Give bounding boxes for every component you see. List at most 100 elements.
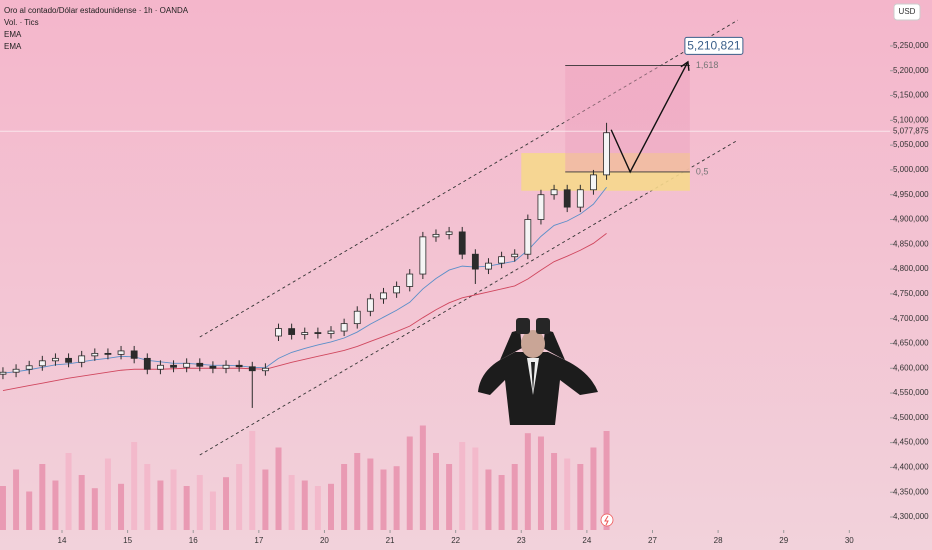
volume-bar	[446, 464, 453, 530]
candle-body	[196, 362, 204, 367]
candle-body	[550, 189, 558, 196]
y-tick-label: 4,950,000	[893, 190, 929, 199]
left-arm	[500, 330, 522, 360]
y-tick-label: 5,200,000	[893, 66, 929, 75]
x-tick-label: 22	[451, 536, 460, 545]
volume-bar	[328, 483, 335, 530]
y-tick-label: 5,050,000	[893, 140, 929, 149]
x-tick-label: 23	[517, 536, 526, 545]
volume-bar	[0, 486, 6, 530]
x-tick-label: 30	[845, 536, 854, 545]
candle-body	[78, 355, 86, 363]
candle-body	[52, 357, 59, 362]
volume-bar	[209, 491, 216, 530]
fib-level-label: 1,618	[696, 60, 719, 70]
candle-body	[485, 262, 492, 270]
y-tick-label: 4,300,000	[893, 512, 929, 521]
volume-bar	[380, 469, 387, 530]
volume-bar	[498, 475, 505, 530]
candle-body	[25, 365, 33, 370]
volume-bar	[13, 469, 20, 530]
candle-body	[327, 330, 335, 334]
legend-entry: EMA	[4, 30, 22, 39]
target-label: 5,210,821	[687, 39, 741, 53]
legend-entry: EMA	[4, 42, 22, 51]
ema-line	[2, 233, 607, 392]
candle-body	[91, 352, 99, 357]
y-tick-label: 4,450,000	[893, 438, 929, 447]
candle-body	[222, 364, 230, 369]
volume-bar	[485, 469, 492, 530]
y-tick-label: 5,250,000	[893, 41, 929, 50]
volume-bar	[524, 433, 531, 530]
volume-bar	[144, 464, 151, 530]
volume-bar	[301, 480, 308, 530]
y-tick-label: 4,850,000	[893, 239, 929, 248]
volume-bar	[52, 480, 59, 530]
candle-body	[498, 256, 505, 264]
currency-label[interactable]: USD	[899, 7, 916, 16]
man-with-binoculars	[478, 318, 598, 425]
y-tick-label: 5,000,000	[893, 165, 929, 174]
candle-body	[537, 194, 545, 220]
last-price-label: 5,077,875	[893, 126, 929, 135]
volume-bar	[170, 469, 177, 530]
candle-body	[301, 332, 309, 335]
y-tick-label: 5,100,000	[893, 115, 929, 124]
candle-body	[366, 298, 374, 312]
candle-body	[38, 360, 46, 367]
candle-body	[248, 366, 256, 372]
candle-body	[117, 350, 125, 355]
lightning	[604, 515, 609, 526]
x-tick-label: 21	[386, 536, 395, 545]
events-icon[interactable]	[600, 513, 614, 527]
volume-bar	[590, 447, 597, 530]
candle-body	[511, 253, 519, 258]
candle-body	[471, 253, 479, 270]
volume-bar	[26, 491, 33, 530]
candle-body	[603, 132, 610, 176]
candle-body	[445, 231, 453, 235]
candle-body	[261, 367, 269, 372]
plot: 4,300,000 4,350,000 4,400,000 4,450,000 4,50…	[0, 19, 929, 545]
y-tick-label: 4,650,000	[893, 339, 929, 348]
fib-level-label: 0,5	[696, 166, 709, 176]
volume-bar	[341, 464, 348, 530]
volume-bar	[39, 464, 46, 530]
projection-arrow	[610, 61, 689, 174]
volume-bar	[511, 464, 518, 530]
y-tick-label: 4,400,000	[893, 463, 929, 472]
volume-bar	[262, 469, 269, 530]
candle-body	[576, 189, 584, 208]
candle-body	[0, 371, 7, 375]
volume-bar	[314, 486, 321, 530]
y-tick-label: 4,900,000	[893, 215, 929, 224]
volume-bar	[354, 453, 361, 530]
volume-bar	[537, 436, 544, 530]
volume-bar	[564, 458, 571, 530]
chart-title: Oro al contado/Dólar estadounidense · 1h…	[4, 6, 189, 15]
x-tick-label: 17	[254, 536, 263, 545]
volume-bar	[131, 442, 138, 530]
candle-body	[12, 368, 20, 373]
volume-bar	[78, 475, 85, 530]
y-tick-label: 4,550,000	[893, 388, 929, 397]
currency-button[interactable]	[893, 3, 921, 21]
x-tick-label: 28	[714, 536, 723, 545]
x-tick-label: 20	[320, 536, 329, 545]
volume-bar	[472, 447, 479, 530]
x-tick-label: 16	[189, 536, 198, 545]
candle-body	[314, 332, 322, 334]
candle-body	[183, 362, 191, 368]
y-tick-label: 5,150,000	[893, 91, 929, 100]
y-tick-label: 4,600,000	[893, 363, 929, 372]
volume-bar	[157, 480, 164, 530]
volume-bar	[393, 466, 400, 530]
volume-bar	[603, 431, 610, 530]
volume-bar	[288, 475, 295, 530]
tie	[531, 362, 535, 392]
volume-bar	[183, 486, 190, 530]
x-tick-label: 29	[779, 536, 788, 545]
